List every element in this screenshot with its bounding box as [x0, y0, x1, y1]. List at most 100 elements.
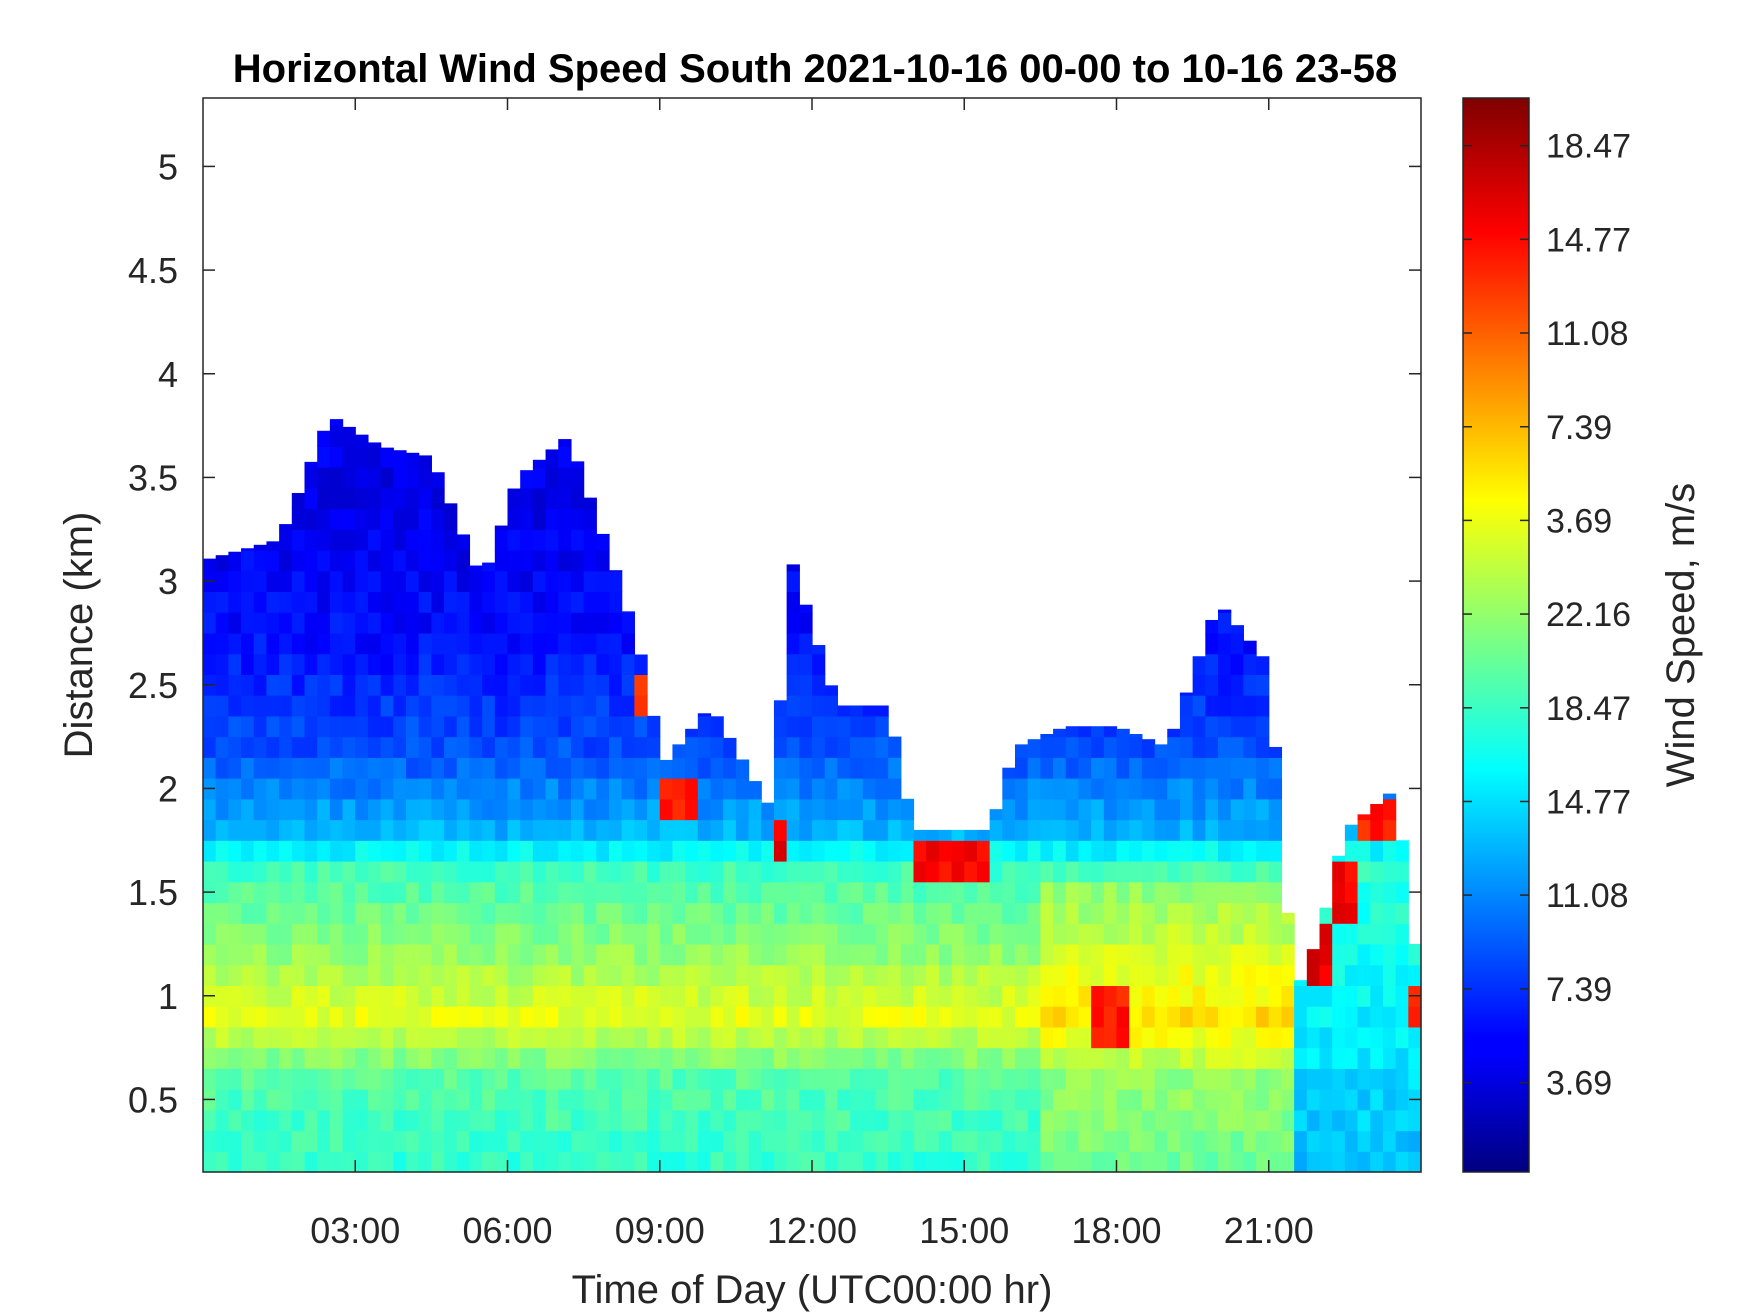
heatmap-cell [685, 881, 699, 904]
heatmap-cell [1078, 726, 1092, 738]
heatmap-cell [1053, 778, 1067, 800]
heatmap-cell [456, 1089, 471, 1111]
heatmap-cell [1205, 1089, 1219, 1111]
heatmap-cell [494, 736, 509, 758]
heatmap-cell [380, 508, 394, 530]
heatmap-cell [329, 446, 344, 468]
heatmap-cell [1357, 1026, 1371, 1049]
heatmap-cell [1002, 798, 1016, 821]
heatmap-cell [634, 861, 648, 883]
heatmap-cell [431, 1089, 445, 1111]
heatmap-cell [520, 943, 534, 966]
heatmap-cell [761, 1026, 775, 1049]
heatmap-cell [850, 798, 864, 821]
heatmap-cell [1344, 923, 1359, 945]
heatmap-cell [1091, 861, 1105, 883]
heatmap-cell [266, 653, 280, 675]
heatmap-cell [304, 570, 318, 593]
heatmap-cell [507, 529, 521, 551]
heatmap-cell [735, 1068, 750, 1090]
heatmap-cell [1129, 1151, 1143, 1173]
heatmap-cell [850, 736, 864, 758]
heatmap-cell [304, 715, 318, 738]
heatmap-cell [1243, 943, 1257, 966]
heatmap-cell [545, 632, 559, 655]
heatmap-cell [418, 632, 432, 655]
heatmap-cell [1192, 798, 1206, 821]
heatmap-cell [1103, 798, 1118, 821]
heatmap-cell [1205, 964, 1219, 986]
heatmap-cell [913, 861, 927, 883]
heatmap-cell [418, 1006, 432, 1028]
heatmap-cell [482, 861, 496, 883]
heatmap-cell [1053, 1151, 1067, 1173]
heatmap-cell [215, 1151, 229, 1173]
heatmap-cell [393, 861, 407, 883]
heatmap-cell [1192, 840, 1206, 862]
heatmap-cell [609, 819, 623, 841]
heatmap-cell [203, 964, 217, 986]
heatmap-cell [596, 923, 610, 945]
heatmap-cell [558, 632, 572, 655]
heatmap-cell [406, 1089, 420, 1111]
heatmap-cell [342, 819, 356, 841]
heatmap-cell [1167, 964, 1181, 986]
heatmap-cell [355, 840, 369, 862]
heatmap-cell [494, 1068, 509, 1090]
heatmap-cell [710, 798, 724, 821]
heatmap-cell [1205, 778, 1219, 800]
heatmap-cell [1344, 881, 1359, 904]
heatmap-cell [1053, 1089, 1067, 1111]
heatmap-cell [1319, 943, 1333, 966]
heatmap-cell [824, 757, 838, 779]
heatmap-cell [1167, 840, 1181, 862]
heatmap-cell [1002, 1026, 1016, 1049]
heatmap-cell [1218, 964, 1232, 986]
heatmap-cell [1053, 736, 1067, 758]
heatmap-cell [723, 798, 737, 821]
heatmap-cell [583, 591, 597, 613]
heatmap-cell [583, 819, 597, 841]
heatmap-cell [1332, 923, 1346, 945]
heatmap-cell [1103, 840, 1118, 862]
heatmap-cell [976, 1130, 991, 1152]
heatmap-cell [583, 1047, 597, 1069]
heatmap-cell [406, 529, 420, 551]
heatmap-cell [596, 1151, 610, 1173]
heatmap-cell [786, 985, 800, 1007]
heatmap-cell [570, 1130, 585, 1152]
heatmap-cell [647, 1151, 661, 1173]
heatmap-cell [431, 778, 445, 800]
heatmap-cell [507, 1047, 521, 1069]
heatmap-cell [1230, 1006, 1244, 1028]
heatmap-cell [456, 591, 471, 613]
heatmap-cell [558, 902, 572, 924]
heatmap-cell [989, 1047, 1003, 1069]
heatmap-cell [1002, 1068, 1016, 1090]
heatmap-cell [418, 861, 432, 883]
heatmap-cell [444, 674, 458, 696]
heatmap-cell [469, 1109, 483, 1132]
heatmap-cell [1192, 943, 1206, 966]
heatmap-cell [621, 632, 635, 655]
heatmap-cell [1319, 1068, 1333, 1090]
heatmap-cell [279, 1026, 293, 1049]
heatmap-cell [304, 757, 318, 779]
heatmap-cell [329, 923, 344, 945]
heatmap-cell [215, 757, 229, 779]
heatmap-cell [279, 1151, 293, 1173]
heatmap-cell [444, 612, 458, 634]
heatmap-cell [1129, 1130, 1143, 1152]
heatmap-cell [1332, 1151, 1346, 1173]
heatmap-cell [355, 653, 369, 675]
heatmap-cell [469, 674, 483, 696]
heatmap-cell [1268, 778, 1283, 800]
heatmap-cell [1103, 1089, 1118, 1111]
heatmap-cell [253, 778, 268, 800]
heatmap-cell [761, 819, 775, 841]
heatmap-cell [748, 1068, 762, 1090]
heatmap-cell [253, 1006, 268, 1028]
heatmap-cell [279, 653, 293, 675]
heatmap-cell [355, 1026, 369, 1049]
heatmap-cell [367, 819, 382, 841]
